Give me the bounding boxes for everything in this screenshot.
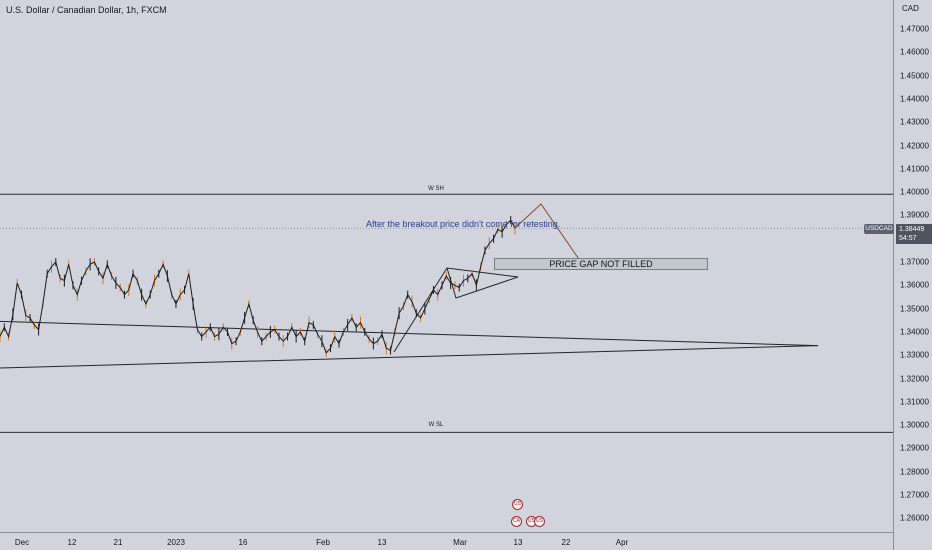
symbol-tag: USDCAD xyxy=(864,224,894,234)
us-flag-icon[interactable]: US xyxy=(512,499,523,510)
price-series-line xyxy=(0,219,516,354)
y-tick-label: 1.37000 xyxy=(900,257,929,267)
descending-trendline xyxy=(0,320,819,347)
y-tick-label: 1.26000 xyxy=(900,513,929,523)
x-tick-label: 16 xyxy=(238,538,248,547)
x-tick-label: Apr xyxy=(615,538,629,547)
x-tick-label: 2023 xyxy=(167,538,185,547)
y-tick-label: 1.30000 xyxy=(900,420,929,430)
price-scale[interactable]: CAD 1.47000 1.46000 1.45000 1.44000 1.43000 1… xyxy=(893,0,932,550)
projection-line xyxy=(514,203,586,269)
x-tick-label: 12 xyxy=(67,538,77,547)
pennant-drawing xyxy=(393,267,519,353)
chart-title: U.S. Dollar / Canadian Dollar, 1h, FXCM xyxy=(6,5,167,15)
y-tick-label: 1.46000 xyxy=(900,47,929,57)
us-flag-icon[interactable]: US xyxy=(534,516,545,527)
y-tick-label: 1.43000 xyxy=(900,117,929,127)
y-tick-label: 1.32000 xyxy=(900,374,929,383)
x-tick-label: 21 xyxy=(113,538,123,547)
x-tick-label: 13 xyxy=(377,538,387,547)
x-tick-label: Dec xyxy=(14,538,30,547)
y-tick-label: 1.45000 xyxy=(900,71,929,81)
y-tick-label: 1.41000 xyxy=(900,164,929,174)
bar-countdown: 54:57 xyxy=(899,235,917,242)
x-tick-label: 22 xyxy=(561,538,571,547)
x-tick-label: 13 xyxy=(513,538,523,547)
y-tick-label: 1.42000 xyxy=(900,141,929,150)
price-gap-rectangle[interactable]: PRICE GAP NOT FILLED xyxy=(494,258,708,270)
y-tick-label: 1.33000 xyxy=(900,350,929,360)
weekly-high-label: W SH xyxy=(428,186,444,192)
chart-plot-area[interactable] xyxy=(0,0,893,532)
y-tick-label: 1.39000 xyxy=(900,210,929,220)
y-tick-label: 1.36000 xyxy=(900,280,929,290)
x-tick-label: Feb xyxy=(316,538,330,547)
price-gap-label: PRICE GAP NOT FILLED xyxy=(549,259,653,269)
y-tick-label: 1.35000 xyxy=(900,304,929,314)
annotation-text[interactable]: After the breakout price didn't come for… xyxy=(366,219,561,229)
y-tick-label: 1.40000 xyxy=(900,187,929,197)
y-tick-label: 1.27000 xyxy=(900,490,929,500)
x-tick-label: Mar xyxy=(453,538,467,547)
weekly-low-label: W SL xyxy=(428,422,444,428)
last-price-value: 1.38449 xyxy=(899,226,925,233)
y-tick-label: 1.34000 xyxy=(900,327,929,337)
currency-label: CAD xyxy=(902,4,919,13)
time-axis[interactable]: Dec 12 21 2023 16 Feb 13 Mar 13 22 Apr xyxy=(0,532,893,550)
y-tick-label: 1.29000 xyxy=(900,443,929,453)
y-tick-label: 1.44000 xyxy=(900,94,929,104)
ca-flag-icon[interactable]: CA xyxy=(511,516,522,527)
y-tick-label: 1.28000 xyxy=(900,467,929,477)
y-tick-label: 1.47000 xyxy=(900,24,929,34)
y-tick-label: 1.31000 xyxy=(900,397,929,407)
last-price-tag: 1.38449 54:57 xyxy=(896,224,932,244)
ascending-trendline xyxy=(0,345,819,369)
